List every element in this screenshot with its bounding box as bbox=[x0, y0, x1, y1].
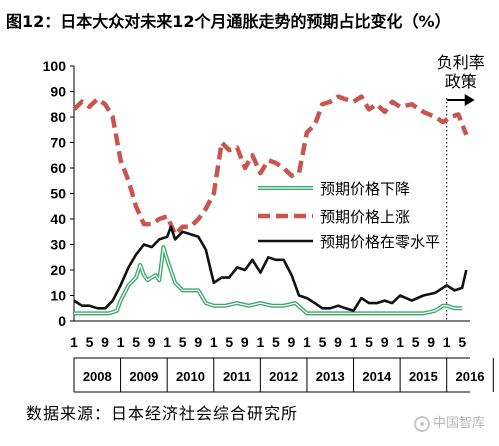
source-note: 数据来源：日本经济社会综合研究所 bbox=[26, 404, 299, 423]
x-tick-label: 1 bbox=[210, 334, 218, 350]
series-line-rising bbox=[72, 94, 469, 237]
year-label: 2013 bbox=[316, 369, 345, 384]
y-tick-label: 40 bbox=[50, 211, 66, 227]
x-tick-label: 9 bbox=[148, 334, 156, 350]
x-tick-label: 9 bbox=[241, 334, 249, 350]
x-tick-label: 1 bbox=[350, 334, 358, 350]
y-tick-label: 70 bbox=[50, 135, 66, 151]
annotation-label: 负利率 bbox=[437, 54, 485, 72]
x-tick-label: 5 bbox=[86, 334, 94, 350]
x-tick-label: 9 bbox=[101, 334, 109, 350]
x-tick-label: 5 bbox=[272, 334, 280, 350]
year-label: 2015 bbox=[409, 369, 438, 384]
x-tick-label: 1 bbox=[117, 334, 125, 350]
x-tick-label: 1 bbox=[70, 334, 78, 350]
x-tick-label: 5 bbox=[458, 334, 466, 350]
y-axis: 0 10 20 30 40 50 60 70 80 90 100 bbox=[43, 58, 75, 329]
x-tick-label: 5 bbox=[179, 334, 187, 350]
year-label: 2012 bbox=[269, 369, 298, 384]
year-label: 2008 bbox=[83, 369, 112, 384]
x-tick-label: 9 bbox=[194, 334, 202, 350]
x-tick-label: 1 bbox=[396, 334, 404, 350]
plot-area bbox=[72, 94, 469, 316]
x-tick-label: 9 bbox=[288, 334, 296, 350]
year-label: 2011 bbox=[223, 369, 251, 384]
legend-label: 预期价格下降 bbox=[320, 181, 410, 198]
year-label: 2009 bbox=[129, 369, 158, 384]
year-label: 2016 bbox=[456, 369, 485, 384]
x-tick-label: 9 bbox=[427, 334, 435, 350]
x-tick-label: 5 bbox=[225, 334, 233, 350]
y-tick-label: 60 bbox=[50, 160, 66, 176]
x-tick-label: 5 bbox=[132, 334, 140, 350]
y-tick-label: 100 bbox=[43, 58, 67, 74]
year-label: 2010 bbox=[176, 369, 205, 384]
x-tick-label: 5 bbox=[319, 334, 327, 350]
legend-label: 预期价格上涨 bbox=[320, 209, 410, 226]
y-tick-label: 90 bbox=[50, 84, 66, 100]
policy-arrow-head bbox=[464, 94, 475, 106]
y-tick-label: 80 bbox=[50, 109, 66, 125]
x-tick-label: 1 bbox=[163, 334, 171, 350]
annotation-label: 政策 bbox=[445, 73, 477, 91]
chart-title: 图12：日本大众对未来12个月通胀走势的预期占比变化（%） bbox=[6, 12, 451, 31]
watermark-logo-icon bbox=[413, 415, 430, 432]
y-tick-label: 20 bbox=[50, 262, 66, 278]
x-tick-label: 1 bbox=[256, 334, 264, 350]
legend-label: 预期价格在零水平 bbox=[320, 234, 440, 251]
x-tick-label: 9 bbox=[334, 334, 342, 350]
series-line-zero bbox=[73, 225, 468, 313]
year-label: 2014 bbox=[362, 369, 392, 384]
watermark: 中国智库 bbox=[413, 412, 485, 432]
series-line-falling-inner bbox=[74, 246, 463, 315]
y-tick-label: 10 bbox=[50, 288, 66, 304]
x-tick-label: 1 bbox=[443, 334, 451, 350]
x-tick-label: 5 bbox=[365, 334, 373, 350]
y-tick-label: 50 bbox=[50, 186, 66, 202]
watermark-text: 中国智库 bbox=[432, 416, 485, 431]
y-tick-label: 0 bbox=[58, 313, 66, 329]
y-tick-label: 30 bbox=[50, 237, 66, 253]
x-tick-label: 5 bbox=[412, 334, 420, 350]
x-tick-label: 9 bbox=[381, 334, 389, 350]
x-tick-label: 1 bbox=[303, 334, 311, 350]
